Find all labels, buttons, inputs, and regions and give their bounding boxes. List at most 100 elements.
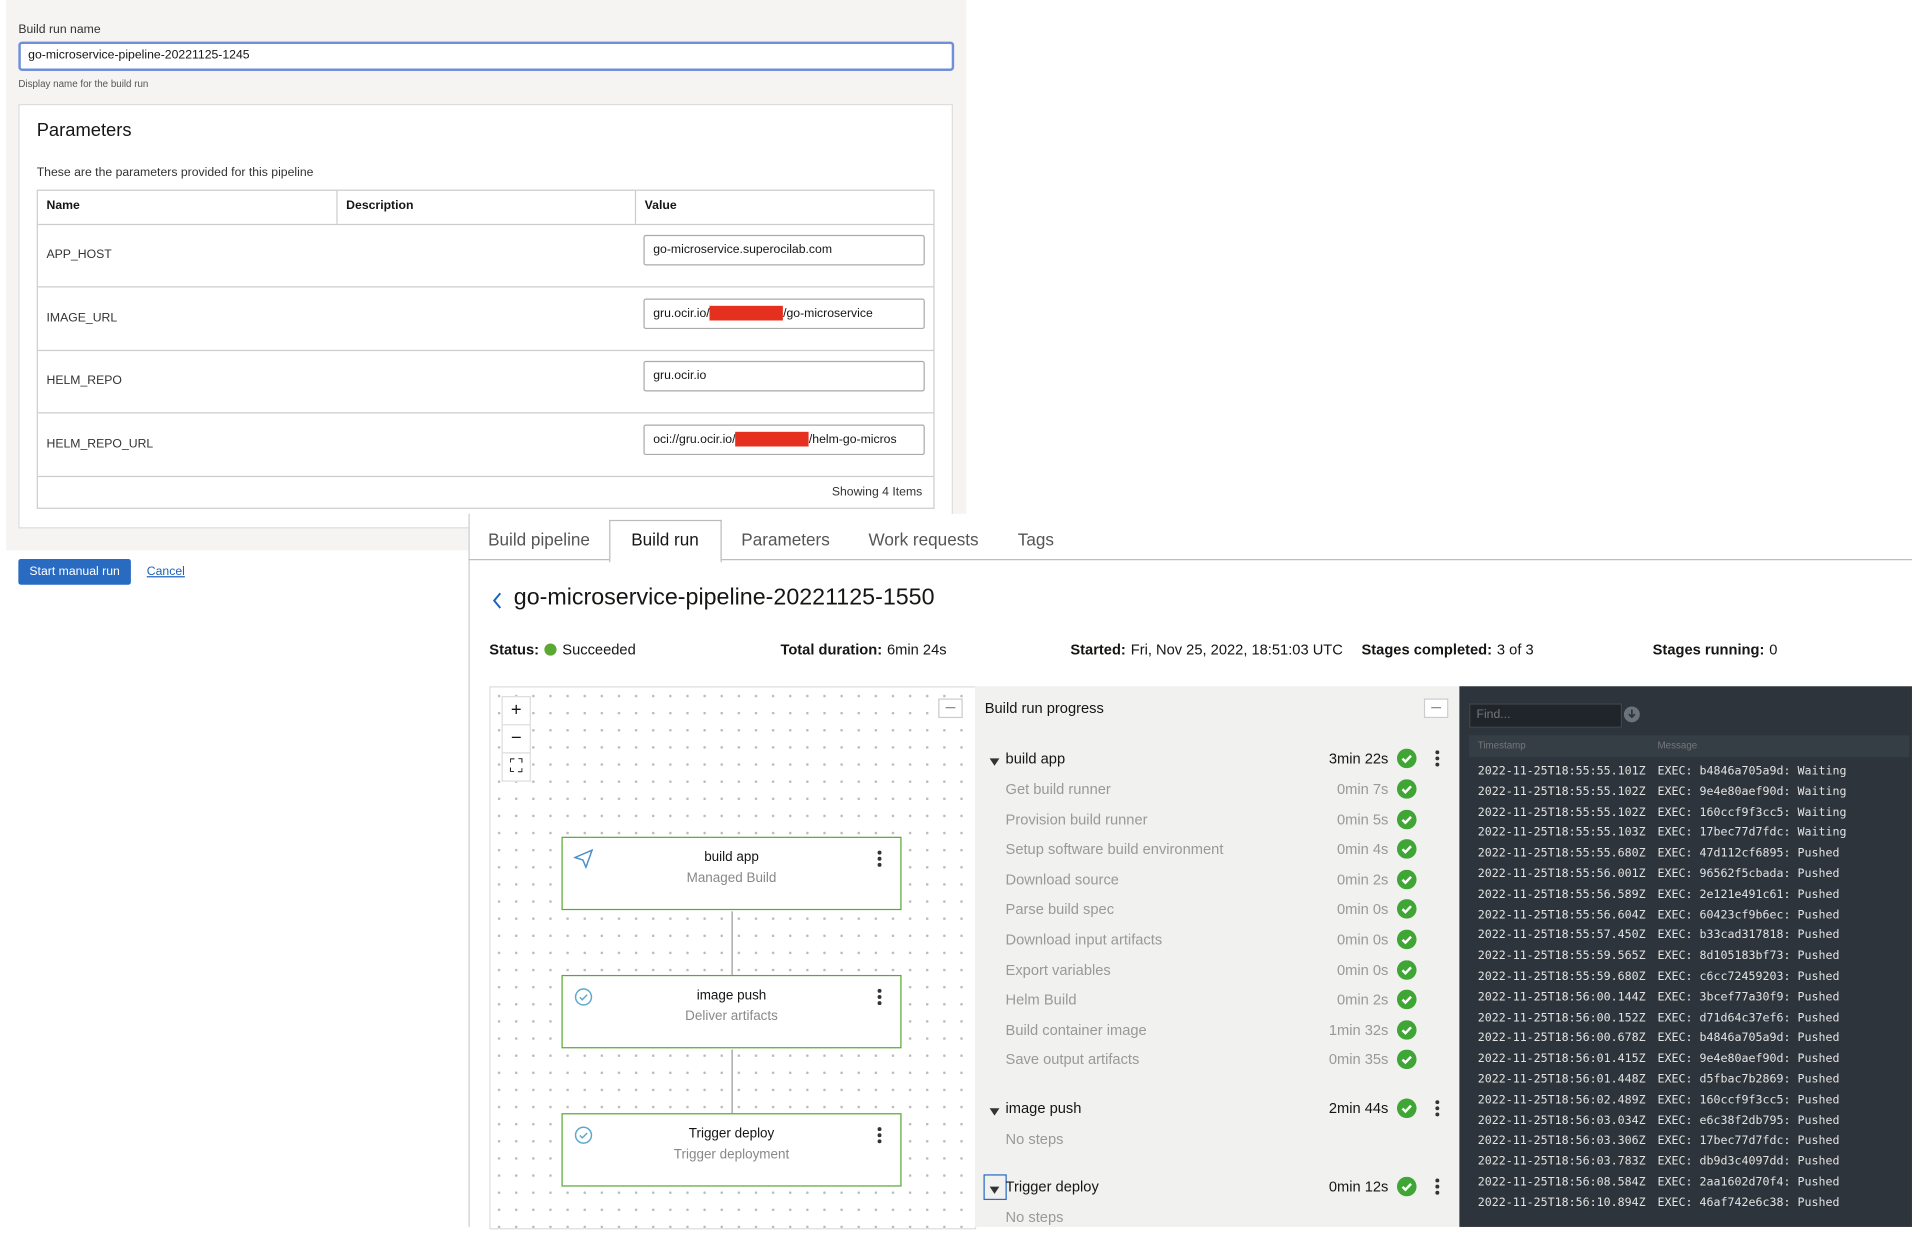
step-name: Parse build spec bbox=[1005, 900, 1115, 918]
param-name: HELM_REPO bbox=[46, 374, 122, 388]
more-menu bbox=[876, 987, 883, 1007]
status-field: Total duration: 6min 24s bbox=[780, 641, 946, 658]
collapse-button[interactable] bbox=[1423, 698, 1449, 719]
node-subtitle: Deliver artifacts bbox=[685, 1009, 778, 1024]
primary-button[interactable]: Start manual run bbox=[18, 559, 131, 585]
log-message: EXEC: e6c38f2db795: Pushed bbox=[1657, 1113, 1840, 1128]
redaction bbox=[735, 431, 809, 446]
progress-title: Build run progress bbox=[984, 699, 1104, 717]
step-name: Get build runner bbox=[1005, 780, 1111, 798]
log-message: EXEC: b4846a705a9d: Waiting bbox=[1657, 764, 1847, 778]
field-label: Stages running: bbox=[1652, 640, 1765, 659]
stage-duration: 0min 12s bbox=[1328, 1178, 1389, 1196]
value-text[interactable]: go-microservice.superocilab.com bbox=[653, 243, 832, 256]
log-message: EXEC: 60423cf9b6ec: Pushed bbox=[1657, 908, 1840, 922]
expand-caret bbox=[988, 1180, 1000, 1194]
log-timestamp: 2022-11-25T18:56:03.306Z bbox=[1477, 1134, 1646, 1148]
stage-node[interactable] bbox=[561, 836, 902, 911]
cancel-link[interactable]: Cancel bbox=[146, 565, 185, 579]
success-icon bbox=[1396, 1019, 1417, 1040]
node-title: image push bbox=[696, 988, 767, 1004]
step-duration: 0min 35s bbox=[1328, 1051, 1389, 1069]
more-menu bbox=[876, 849, 883, 869]
tab[interactable]: Build pipeline bbox=[488, 529, 590, 550]
field-value: Fri, Nov 25, 2022, 18:51:03 UTC bbox=[1130, 640, 1343, 659]
step-name: Export variables bbox=[1005, 960, 1111, 979]
param-name: IMAGE_URL bbox=[46, 311, 118, 325]
step-duration: 1min 32s bbox=[1328, 1021, 1389, 1039]
tab[interactable]: Tags bbox=[1017, 529, 1054, 550]
zoom-button[interactable]: ⛶ bbox=[501, 752, 531, 782]
tab[interactable]: Work requests bbox=[868, 529, 979, 550]
value-input[interactable]: gru.ocir.io/ /go-microservice bbox=[643, 297, 925, 329]
log-message: EXEC: c6cc72459203: Pushed bbox=[1657, 970, 1840, 984]
stage-name[interactable]: Trigger deploy bbox=[1005, 1178, 1099, 1196]
value-input[interactable]: gru.ocir.io bbox=[643, 360, 925, 392]
value-input[interactable]: go-microservice.superocilab.com bbox=[643, 234, 925, 266]
node-icon bbox=[572, 848, 594, 870]
success-icon bbox=[1396, 839, 1417, 859]
success-icon bbox=[1396, 1176, 1417, 1197]
stage-name[interactable]: image push bbox=[1005, 1099, 1082, 1117]
success-icon bbox=[1396, 1098, 1417, 1119]
log-timestamp: 2022-11-25T18:55:55.101Z bbox=[1477, 764, 1646, 778]
step-name: Build container image bbox=[1005, 1021, 1147, 1039]
status-field: Stages completed: 3 of 3 bbox=[1361, 641, 1533, 658]
node-subtitle: Trigger deployment bbox=[673, 1147, 790, 1163]
log-timestamp: 2022-11-25T18:55:59.565Z bbox=[1477, 949, 1646, 963]
log-message: EXEC: d71d64c37ef6: Pushed bbox=[1657, 1011, 1840, 1025]
more-menu bbox=[1434, 1098, 1441, 1118]
log-timestamp: 2022-11-25T18:55:59.680Z bbox=[1477, 970, 1646, 984]
step-duration: 0min 7s bbox=[1336, 780, 1389, 798]
log-timestamp: 2022-11-25T18:55:57.450Z bbox=[1477, 928, 1646, 943]
step-duration: 0min 2s bbox=[1336, 991, 1389, 1009]
tab[interactable]: Build run bbox=[631, 529, 699, 550]
value-suffix: /helm-go-micros bbox=[808, 432, 897, 446]
stage-name[interactable]: build app bbox=[1005, 749, 1066, 767]
log-search[interactable]: Find... bbox=[1469, 703, 1623, 728]
empty-steps: No steps bbox=[1005, 1208, 1064, 1226]
more-menu bbox=[1434, 1177, 1441, 1197]
value-text[interactable]: gru.ocir.io/ /go-microservice bbox=[653, 305, 873, 320]
node-title: Trigger deploy bbox=[688, 1126, 775, 1142]
step-duration: 0min 0s bbox=[1336, 900, 1389, 918]
log-message: EXEC: 3bcef77a30f9: Pushed bbox=[1657, 990, 1840, 1005]
success-icon bbox=[1396, 809, 1417, 829]
log-message: EXEC: b33cad317818: Pushed bbox=[1657, 928, 1840, 943]
step-name: Setup software build environment bbox=[1005, 840, 1224, 858]
log-message: EXEC: 160ccf9f3cc5: Pushed bbox=[1657, 1093, 1840, 1107]
collapse-bar bbox=[945, 707, 956, 709]
more-menu bbox=[876, 1125, 883, 1145]
log-message: EXEC: 2e121e491c61: Pushed bbox=[1657, 887, 1840, 902]
log-timestamp: 2022-11-25T18:56:10.894Z bbox=[1477, 1196, 1646, 1210]
table bbox=[36, 189, 935, 509]
collapse-bar bbox=[1431, 707, 1442, 709]
field-value: 6min 24s bbox=[887, 640, 947, 659]
value-input[interactable]: oci://gru.ocir.io/ /helm-go-micros bbox=[643, 423, 925, 455]
field-label: Stages completed: bbox=[1361, 640, 1493, 659]
log-message: EXEC: b4846a705a9d: Pushed bbox=[1657, 1031, 1840, 1046]
column-divider bbox=[634, 190, 637, 224]
step-name: Save output artifacts bbox=[1005, 1051, 1140, 1069]
log-message: EXEC: 17bec77d7fdc: Pushed bbox=[1657, 1134, 1840, 1148]
download-icon bbox=[1623, 706, 1640, 723]
connector bbox=[731, 911, 733, 975]
zoom-button[interactable]: + bbox=[501, 696, 531, 726]
stage-node[interactable] bbox=[561, 1113, 902, 1187]
stage-node[interactable] bbox=[561, 974, 902, 1049]
value-prefix: gru.ocir.io/ bbox=[653, 306, 710, 320]
tab[interactable]: Parameters bbox=[741, 529, 830, 550]
status-field: Stages running: 0 bbox=[1653, 641, 1778, 658]
collapse-button[interactable] bbox=[938, 698, 963, 719]
table-row bbox=[37, 224, 934, 288]
log-message: EXEC: 8d105183bf73: Pushed bbox=[1657, 949, 1840, 963]
text-input[interactable]: go-microservice-pipeline-20221125-1245 bbox=[18, 41, 955, 71]
log-timestamp: 2022-11-25T18:56:03.783Z bbox=[1477, 1154, 1646, 1169]
log-message: EXEC: 9e4e80aef90d: Pushed bbox=[1657, 1052, 1840, 1066]
field-value: 0 bbox=[1769, 640, 1778, 659]
zoom-button[interactable]: − bbox=[501, 724, 531, 754]
value-text[interactable]: gru.ocir.io bbox=[653, 369, 706, 382]
value-text[interactable]: oci://gru.ocir.io/ /helm-go-micros bbox=[653, 431, 897, 446]
log-panel: Find... Timestamp Message 2022-11-25T18:55:… bbox=[1459, 686, 1912, 1227]
